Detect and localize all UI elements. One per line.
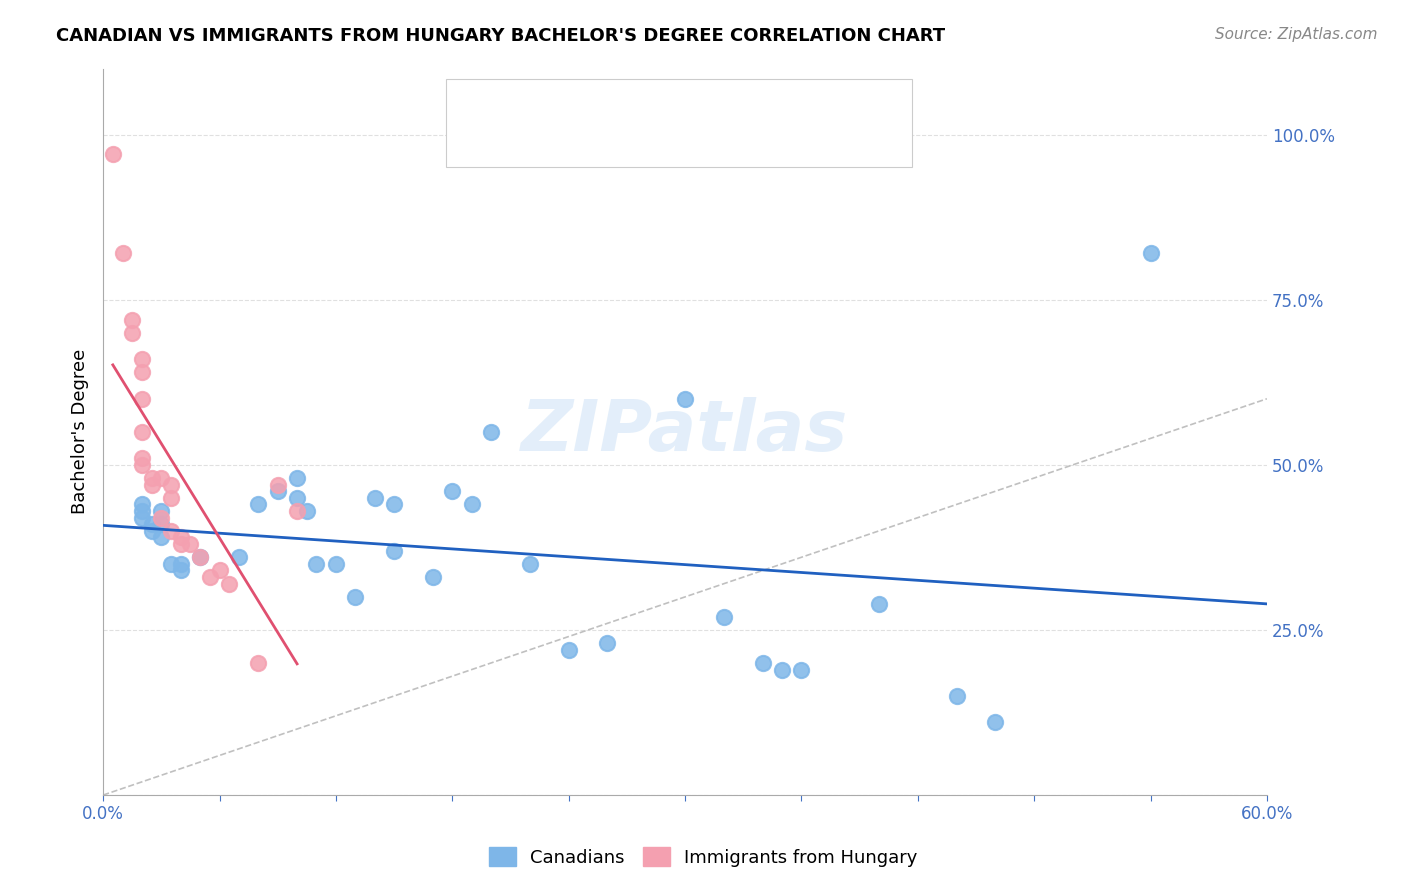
Point: [170, 531, 193, 545]
FancyBboxPatch shape: [447, 79, 912, 167]
Point: [131, 498, 153, 512]
Point: [131, 510, 153, 524]
Point: [305, 557, 328, 571]
Point: [150, 504, 173, 518]
Point: [188, 550, 211, 565]
Point: [141, 477, 163, 491]
Point: [131, 365, 153, 379]
Point: [131, 352, 153, 367]
Point: [519, 557, 541, 571]
Point: [1139, 246, 1161, 260]
Point: [188, 550, 211, 565]
Point: [479, 425, 502, 439]
Point: [150, 531, 173, 545]
Point: [131, 425, 153, 439]
Point: [131, 458, 153, 472]
Point: [141, 524, 163, 538]
Point: [441, 484, 464, 499]
Point: [160, 491, 183, 505]
Point: [170, 564, 193, 578]
Point: [218, 576, 240, 591]
Point: [141, 471, 163, 485]
Point: [945, 689, 967, 703]
Point: [713, 609, 735, 624]
Point: [751, 656, 773, 670]
Point: [673, 392, 696, 406]
Point: [596, 636, 619, 650]
Point: [382, 498, 405, 512]
Legend: R = 0.063   N = 40, R = 0.238   N = 27: R = 0.063 N = 40, R = 0.238 N = 27: [550, 89, 808, 155]
Point: [790, 663, 813, 677]
Text: Source: ZipAtlas.com: Source: ZipAtlas.com: [1215, 27, 1378, 42]
Point: [325, 557, 347, 571]
Point: [247, 656, 270, 670]
Point: [141, 517, 163, 532]
Point: [121, 312, 143, 326]
Point: [101, 147, 124, 161]
Point: [111, 246, 134, 260]
Point: [150, 471, 173, 485]
Point: [228, 550, 250, 565]
Point: [150, 517, 173, 532]
Point: [363, 491, 385, 505]
Point: [179, 537, 201, 551]
Point: [160, 477, 183, 491]
Point: [267, 484, 290, 499]
Point: [160, 557, 183, 571]
Point: [247, 498, 270, 512]
Point: [285, 471, 308, 485]
Point: [131, 451, 153, 466]
Text: CANADIAN VS IMMIGRANTS FROM HUNGARY BACHELOR'S DEGREE CORRELATION CHART: CANADIAN VS IMMIGRANTS FROM HUNGARY BACH…: [56, 27, 945, 45]
Point: [984, 715, 1007, 730]
Point: [267, 477, 290, 491]
Point: [285, 491, 308, 505]
Text: ZIPatlas: ZIPatlas: [522, 397, 849, 467]
Point: [285, 504, 308, 518]
Point: [344, 590, 367, 604]
Point: [170, 537, 193, 551]
Point: [295, 504, 318, 518]
Point: [868, 597, 890, 611]
Point: [770, 663, 793, 677]
Point: [208, 564, 231, 578]
Point: [198, 570, 221, 584]
Point: [160, 524, 183, 538]
Point: [170, 557, 193, 571]
Point: [131, 504, 153, 518]
Point: [460, 498, 482, 512]
Point: [150, 510, 173, 524]
Point: [382, 543, 405, 558]
Y-axis label: Bachelor's Degree: Bachelor's Degree: [72, 349, 89, 515]
Legend: Canadians, Immigrants from Hungary: Canadians, Immigrants from Hungary: [481, 840, 925, 874]
Point: [422, 570, 444, 584]
Point: [131, 392, 153, 406]
Point: [557, 642, 579, 657]
Point: [121, 326, 143, 340]
